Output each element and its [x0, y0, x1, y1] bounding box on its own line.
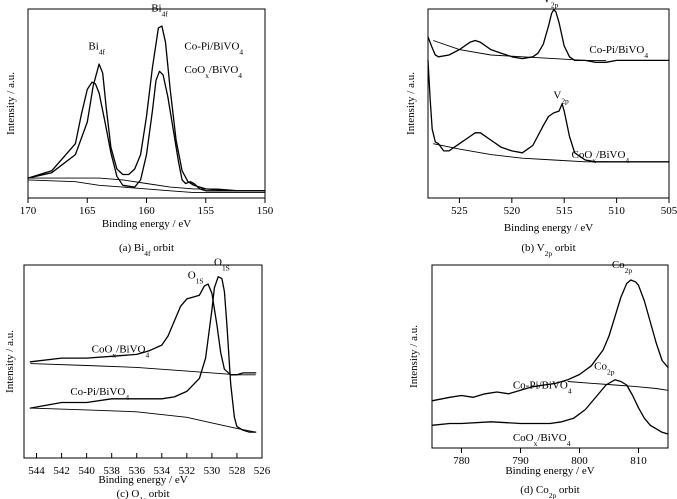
- panel-caption: (c) O1s orbit: [116, 488, 169, 499]
- series-label: CoOx/BiVO4: [92, 344, 150, 360]
- x-tick-label: 510: [608, 205, 625, 217]
- series-label: Co-Pi/BiVO4: [70, 386, 129, 402]
- series-label: CoOx/BiVO4: [513, 432, 571, 448]
- series-label: Co-Pi/BiVO4: [513, 380, 572, 396]
- x-tick-label: 530: [204, 465, 221, 477]
- background-baseline-1: [28, 177, 265, 192]
- x-tick-label: 780: [453, 455, 470, 467]
- series-label: Co-Pi/BiVO4: [184, 41, 243, 57]
- series-line-coox-bivo4: [29, 283, 257, 376]
- x-tick-label: 532: [179, 465, 196, 477]
- x-axis-label: Binding energy / eV: [98, 474, 187, 486]
- x-tick-label: 544: [28, 465, 45, 477]
- plot-frame: [431, 264, 669, 449]
- peak-label: Bi4f: [88, 41, 105, 57]
- y-axis-label: Intensity / a.u.: [405, 72, 417, 135]
- x-tick-label: 800: [571, 455, 588, 467]
- y-axis-label: Intensity / a.u.: [5, 72, 17, 135]
- x-tick-label: 536: [128, 465, 145, 477]
- peak-label: Co2p: [594, 360, 615, 376]
- panel-b-v2p: 525 520 515 510 505 Binding energy / eV Intens…: [405, 0, 677, 258]
- series-line-co-pi-bivo4: [29, 276, 257, 433]
- x-tick-label: 515: [556, 205, 573, 217]
- series-line-coox-bivo4: [427, 59, 670, 163]
- series-label: CoOx/BiVO4: [572, 149, 630, 165]
- panel-caption: (d) Co2p orbit: [520, 484, 579, 499]
- background-baseline-1: [567, 381, 669, 391]
- y-axis-label: Intensity / a.u.: [4, 330, 16, 393]
- x-tick-label: 542: [53, 465, 70, 477]
- background-baseline-1: [30, 363, 256, 376]
- x-tick-label: 528: [229, 465, 246, 477]
- background-baseline-2: [433, 143, 607, 163]
- x-tick-label: 150: [257, 205, 274, 217]
- panel-a-bi4f: 170 165 160 155 150 Binding energy / eV Intens…: [5, 3, 274, 258]
- panel-d-co2p: 780 790 800 810 Binding energy / eV Intensity…: [408, 259, 669, 499]
- x-tick-label: 170: [20, 205, 37, 217]
- x-tick-label: 790: [512, 455, 529, 467]
- series-label: CoOx/BiVO4: [184, 64, 242, 80]
- plot-frame: [27, 8, 266, 199]
- series-line-coox-bivo4: [27, 70, 266, 192]
- panel-caption: (b) V2p orbit: [521, 242, 575, 258]
- x-tick-label: 160: [138, 205, 155, 217]
- peak-label: Co2p: [612, 259, 633, 275]
- series-label: Co-Pi/BiVO4: [589, 44, 648, 60]
- peak-label: V2p: [543, 0, 559, 9]
- x-tick-label: 540: [78, 465, 95, 477]
- y-axis-label: Intensity / a.u.: [408, 325, 420, 388]
- panel-c-o1s: 544 542 540 538 536 534 532 530 528 526 Binding en…: [4, 257, 271, 499]
- x-tick-label: 534: [154, 465, 171, 477]
- background-baseline-1: [433, 40, 607, 61]
- background-baseline-2: [30, 407, 256, 433]
- series-line-coox-bivo4: [431, 379, 669, 435]
- x-tick-label: 810: [630, 455, 647, 467]
- x-axis-label: Binding energy / eV: [102, 218, 191, 230]
- peak-label: V2p: [553, 89, 569, 105]
- x-tick-label: 155: [198, 205, 215, 217]
- panel-caption: (a) Bi4f orbit: [119, 242, 174, 258]
- x-tick-label: 165: [79, 205, 96, 217]
- background-baseline-2: [27, 179, 265, 194]
- peak-label: O1S: [214, 257, 230, 273]
- x-tick-label: 538: [103, 465, 120, 477]
- plot-frame: [23, 264, 263, 459]
- x-axis-label: Binding energy / eV: [505, 465, 594, 477]
- x-tick-label: 505: [661, 205, 677, 217]
- x-tick-label: 520: [504, 205, 521, 217]
- series-line-co-pi-bivo4: [431, 279, 669, 402]
- x-axis-label: Binding energy / eV: [504, 222, 593, 234]
- plot-frame: [427, 8, 670, 199]
- peak-label: O1S: [188, 270, 204, 286]
- x-tick-label: 525: [451, 205, 468, 217]
- x-tick-label: 526: [254, 465, 271, 477]
- peak-label: Bi4f: [151, 3, 168, 19]
